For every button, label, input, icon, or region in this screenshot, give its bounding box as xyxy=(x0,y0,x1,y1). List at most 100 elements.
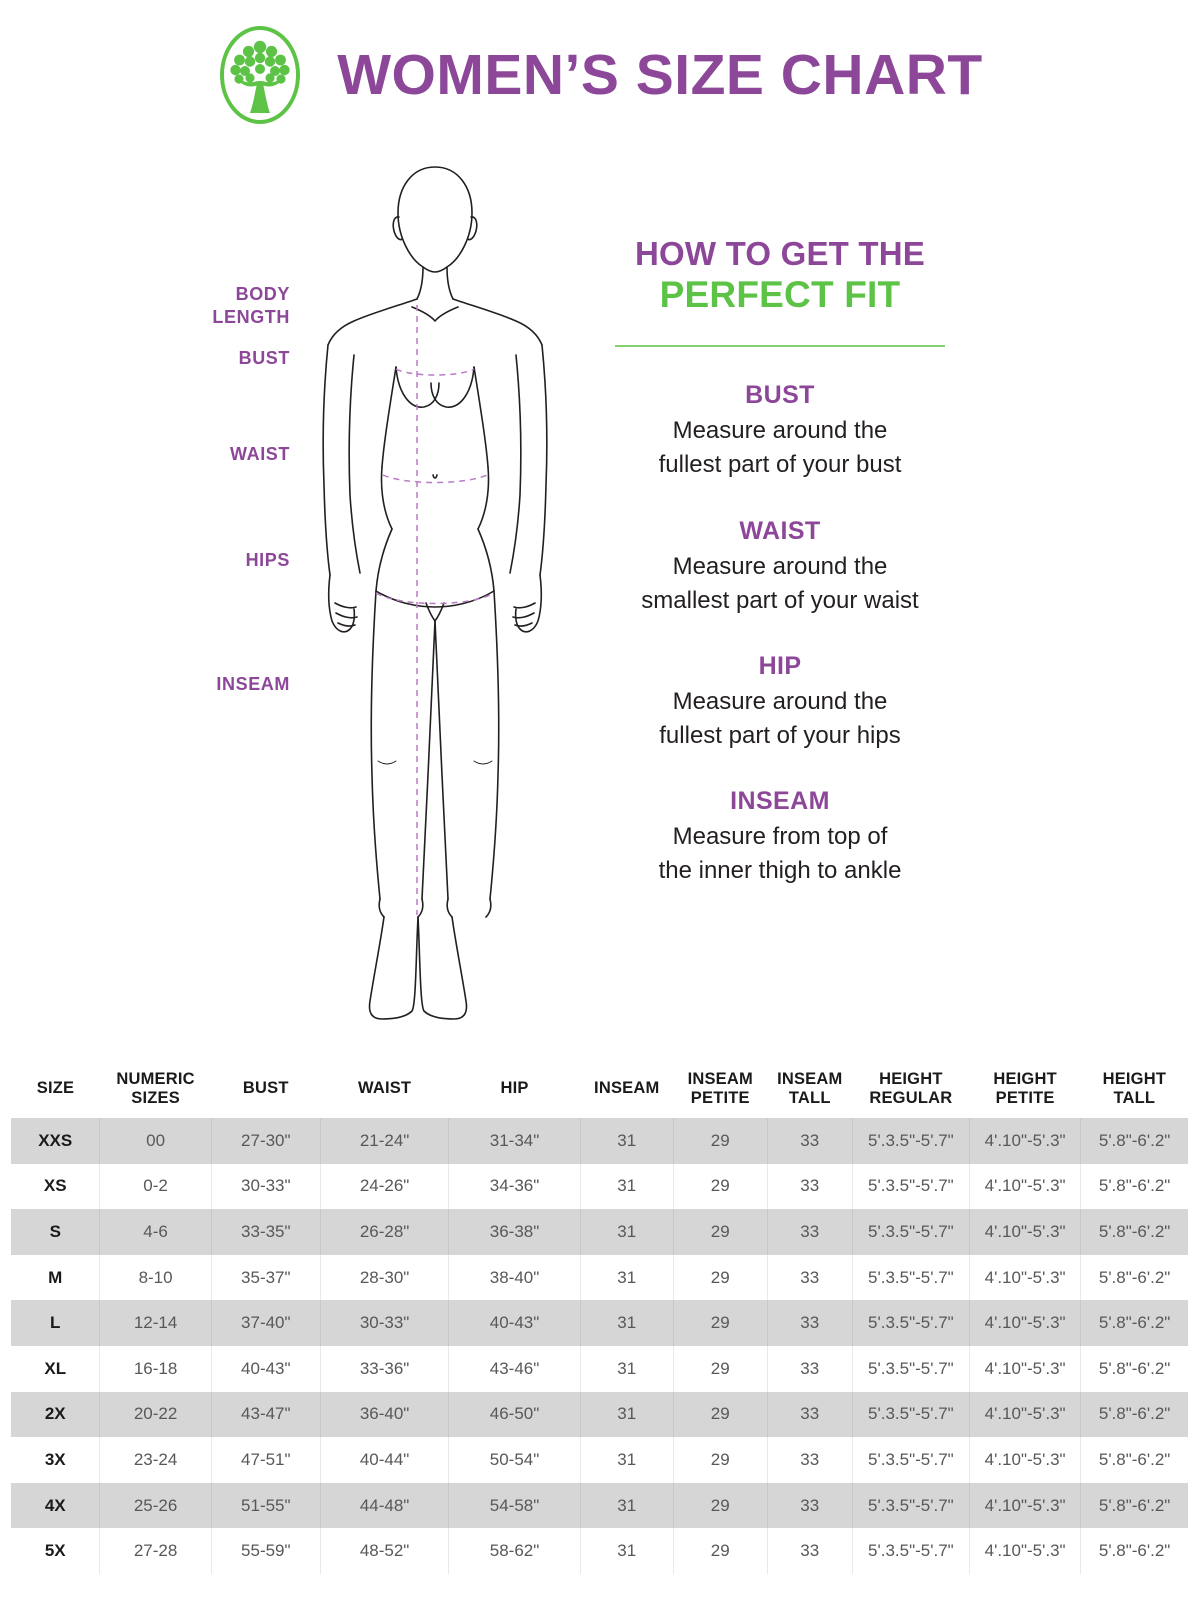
size-chart-table-wrapper: SIZE NUMERIC SIZES BUST WAIST HIP INSEAM INSEA… xyxy=(0,1060,1200,1574)
table-cell: 43-46" xyxy=(448,1345,581,1392)
table-cell: 40-43" xyxy=(210,1345,321,1392)
table-cell: 58-62" xyxy=(448,1528,581,1574)
table-cell: 29 xyxy=(672,1345,768,1392)
table-cell: 00 xyxy=(99,1118,212,1164)
table-cell: 27-30" xyxy=(210,1118,321,1164)
table-cell: 31 xyxy=(579,1391,674,1438)
table-cell: 4'.10"-5'.3" xyxy=(968,1254,1081,1301)
table-row: 5X 27-28 55-59" 48-52" 58-62" 31 29 33 5'.3.5"-5… xyxy=(11,1528,1188,1574)
table-cell: 31 xyxy=(579,1300,674,1346)
table-cell: 5'.3.5"-5'.7" xyxy=(851,1391,970,1438)
table-row: S 4-6 33-35" 26-28" 36-38" 31 29 33 5'.3.5"-5'.7… xyxy=(11,1209,1188,1255)
size-label-cell: L xyxy=(11,1300,100,1346)
size-label-cell: XS xyxy=(11,1163,100,1210)
table-cell: 5'.3.5"-5'.7" xyxy=(851,1482,970,1529)
size-label-cell: 5X xyxy=(11,1528,100,1574)
fit-block-title: WAIST xyxy=(739,516,821,545)
table-cell: 5'.8"-6'.2" xyxy=(1080,1118,1188,1164)
table-cell: 5'.8"-6'.2" xyxy=(1080,1163,1188,1210)
table-cell: 31 xyxy=(579,1118,674,1164)
table-cell: 5'.8"-6'.2" xyxy=(1080,1300,1188,1346)
table-cell: 5'.8"-6'.2" xyxy=(1080,1345,1188,1392)
fit-block-text: Measure around the fullest part of your … xyxy=(659,687,901,749)
fit-block-title: INSEAM xyxy=(730,786,830,815)
table-cell: 21-24" xyxy=(319,1118,449,1164)
table-cell: 0-2 xyxy=(99,1163,212,1210)
table-cell: 30-33" xyxy=(319,1300,449,1346)
table-cell: 24-26" xyxy=(319,1163,449,1210)
table-cell: 4-6 xyxy=(99,1209,212,1255)
column-header: SIZE xyxy=(36,1079,75,1098)
size-label-cell: M xyxy=(11,1254,100,1301)
fit-block-waist: WAIST Measure around the smallest part o… xyxy=(570,517,990,618)
table-cell: 4'.10"-5'.3" xyxy=(968,1163,1081,1210)
table-cell: 37-40" xyxy=(210,1300,321,1346)
label-inseam: INSEAM xyxy=(216,674,290,694)
page-header: WOMEN’S SIZE CHART xyxy=(0,0,1200,150)
column-header: INSEAM xyxy=(594,1079,660,1098)
table-cell: 46-50" xyxy=(448,1391,581,1438)
table-cell: 43-47" xyxy=(210,1391,321,1438)
table-cell: 33 xyxy=(766,1345,853,1392)
column-header: INSEAM TALL xyxy=(777,1069,843,1107)
table-cell: 33 xyxy=(766,1437,853,1483)
table-row: 4X 25-26 51-55" 44-48" 54-58" 31 29 33 5'.3.5"-5… xyxy=(11,1482,1188,1529)
fit-guide-panel: HOW TO GET THE PERFECT FIT BUST Measure … xyxy=(570,235,990,888)
table-cell: 50-54" xyxy=(448,1437,581,1483)
table-cell: 5'.3.5"-5'.7" xyxy=(851,1437,970,1483)
table-cell: 5'.3.5"-5'.7" xyxy=(851,1163,970,1210)
table-body: XXS 00 27-30" 21-24" 31-34" 31 29 33 5'.3.5"-5'.… xyxy=(11,1118,1188,1574)
fit-block-title: HIP xyxy=(758,651,802,680)
table-cell: 33-36" xyxy=(319,1345,449,1392)
table-cell: 5'.8"-6'.2" xyxy=(1080,1209,1188,1255)
table-row: 3X 23-24 47-51" 40-44" 50-54" 31 29 33 5'.3.5"-5… xyxy=(11,1437,1188,1483)
label-hips: HIPS xyxy=(245,550,290,570)
table-cell: 25-26 xyxy=(99,1482,212,1529)
table-cell: 26-28" xyxy=(319,1209,449,1255)
fit-guide-heading-line1: HOW TO GET THE xyxy=(634,235,926,272)
fit-guide-heading-line2: PERFECT FIT xyxy=(659,273,901,315)
label-bust: BUST xyxy=(238,348,290,368)
size-label-cell: 2X xyxy=(11,1391,100,1438)
table-cell: 36-40" xyxy=(319,1391,449,1438)
table-cell: 29 xyxy=(672,1254,768,1301)
fit-block-inseam: INSEAM Measure from top of the inner thi… xyxy=(570,787,990,888)
label-body-length: BODY LENGTH xyxy=(212,284,290,327)
table-cell: 31 xyxy=(579,1482,674,1529)
table-cell: 54-58" xyxy=(448,1482,581,1529)
table-cell: 33 xyxy=(766,1391,853,1438)
table-cell: 31 xyxy=(579,1163,674,1210)
table-cell: 16-18 xyxy=(99,1345,212,1392)
table-row: L 12-14 37-40" 30-33" 40-43" 31 29 33 5'.3.5"-5'… xyxy=(11,1300,1188,1346)
fit-block-text: Measure around the smallest part of your… xyxy=(641,552,919,614)
table-cell: 44-48" xyxy=(319,1482,449,1529)
table-cell: 5'.8"-6'.2" xyxy=(1080,1528,1188,1574)
table-cell: 5'.8"-6'.2" xyxy=(1080,1391,1188,1438)
table-row: 2X 20-22 43-47" 36-40" 46-50" 31 29 33 5'.3.5"-5… xyxy=(11,1391,1188,1438)
table-cell: 31 xyxy=(579,1345,674,1392)
table-cell: 33 xyxy=(766,1254,853,1301)
table-cell: 31 xyxy=(579,1437,674,1483)
table-cell: 33 xyxy=(766,1482,853,1529)
table-cell: 31 xyxy=(579,1209,674,1255)
size-chart-table: SIZE NUMERIC SIZES BUST WAIST HIP INSEAM INSEA… xyxy=(11,1060,1188,1574)
table-cell: 29 xyxy=(672,1163,768,1210)
table-cell: 5'.3.5"-5'.7" xyxy=(851,1254,970,1301)
table-cell: 33 xyxy=(766,1163,853,1210)
fit-block-title: BUST xyxy=(745,381,815,410)
table-cell: 5'.8"-6'.2" xyxy=(1080,1254,1188,1301)
table-row: XXS 00 27-30" 21-24" 31-34" 31 29 33 5'.3.5"-5'.… xyxy=(11,1118,1188,1164)
column-header: INSEAM PETITE xyxy=(687,1069,753,1107)
table-cell: 28-30" xyxy=(319,1254,449,1301)
table-cell: 4'.10"-5'.3" xyxy=(968,1209,1081,1255)
table-cell: 5'.3.5"-5'.7" xyxy=(851,1345,970,1392)
table-cell: 29 xyxy=(672,1391,768,1438)
fit-guide-divider xyxy=(615,345,945,348)
table-cell: 4'.10"-5'.3" xyxy=(968,1482,1081,1529)
female-body-outline-icon xyxy=(300,155,570,1045)
column-header: WAIST xyxy=(357,1079,412,1098)
table-cell: 51-55" xyxy=(210,1482,321,1529)
table-cell: 12-14 xyxy=(99,1300,212,1346)
fit-block-text: Measure from top of the inner thigh to a… xyxy=(658,822,902,884)
table-header-row: SIZE NUMERIC SIZES BUST WAIST HIP INSEAM INSEA… xyxy=(11,1060,1188,1118)
